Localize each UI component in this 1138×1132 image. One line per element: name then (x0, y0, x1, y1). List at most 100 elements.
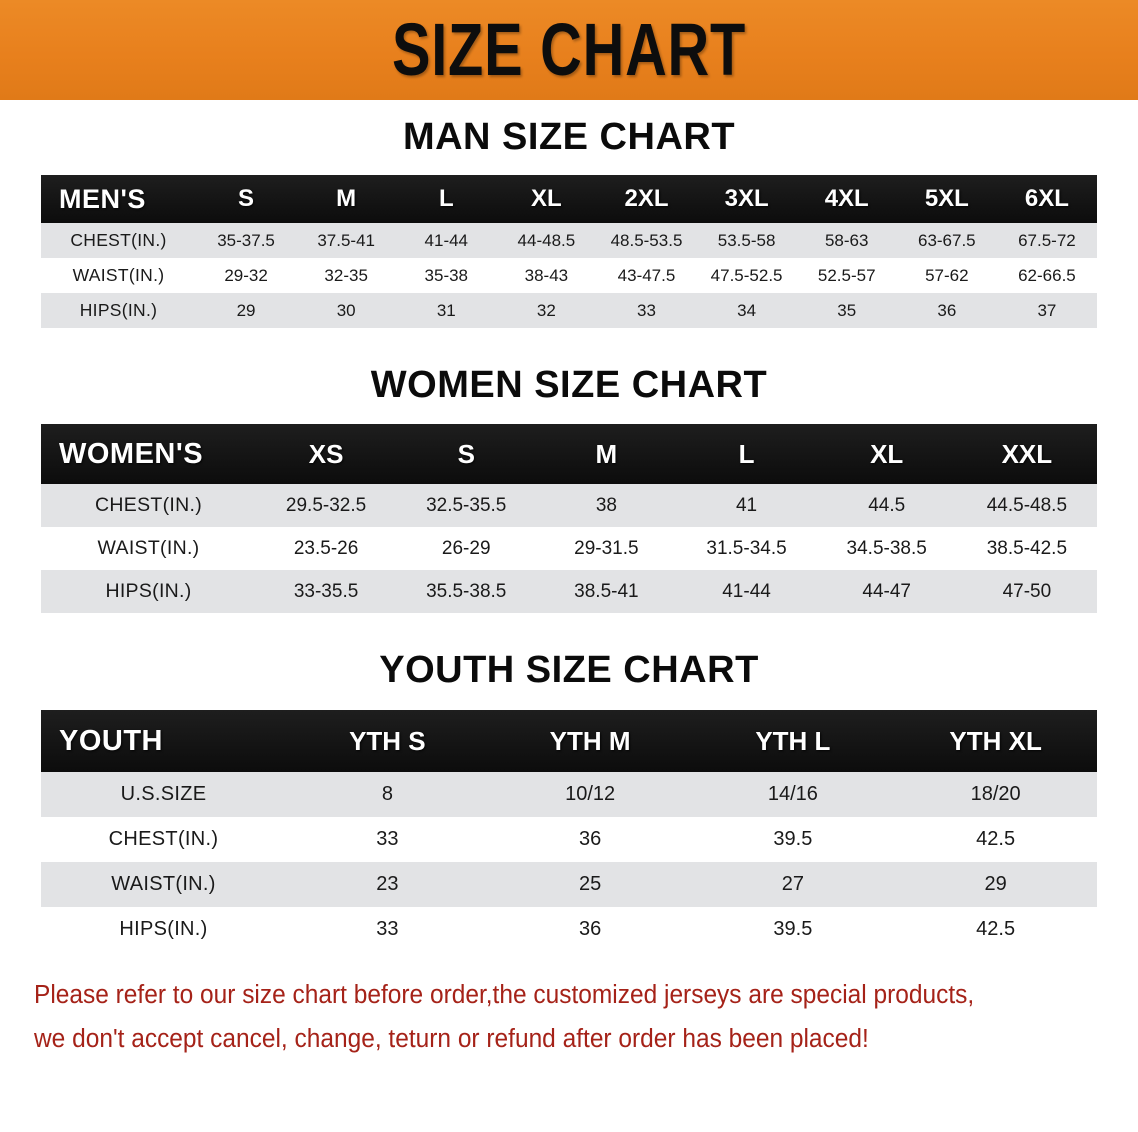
man-size-header: L (396, 175, 497, 223)
man-measurement-cell: 53.5-58 (717, 230, 776, 250)
women-measurement-cell: 44-47 (862, 580, 911, 602)
youth-measurement-cell: 23 (376, 873, 399, 895)
man-row-label: WAIST(IN.) (72, 265, 165, 285)
women-row-label: HIPS(IN.) (105, 580, 192, 602)
youth-header-row: YOUTH YTH S YTH M YTH L YTH XL (41, 710, 1097, 772)
table-row: HIPS(IN.) 33-35.5 35.5-38.5 38.5-41 41-44 44-… (41, 570, 1097, 613)
women-measurement-cell: 38 (595, 494, 617, 516)
man-measurement-cell: 57-62 (925, 265, 969, 285)
youth-section-title: YOUTH SIZE CHART (379, 649, 759, 691)
man-size-header: 5XL (896, 175, 997, 223)
women-row-label: WAIST(IN.) (97, 537, 200, 559)
women-measurement-cell: 44.5-48.5 (986, 494, 1068, 516)
women-measurement-cell: 31.5-34.5 (706, 537, 787, 559)
women-table-head: WOMEN'S XS S M L XL XXL (41, 424, 1097, 484)
youth-size-header: YTH L (691, 710, 895, 772)
women-measurement-cell: 34.5-38.5 (846, 537, 927, 559)
youth-measurement-cell: 10/12 (565, 783, 616, 805)
page-title: SIZE CHART (391, 8, 747, 91)
youth-row-label: CHEST(IN.) (108, 828, 219, 850)
man-measurement-cell: 48.5-53.5 (610, 230, 683, 250)
man-measurement-cell: 36 (937, 300, 957, 320)
youth-measurement-cell: 27 (781, 873, 804, 895)
youth-measurement-cell: 8 (381, 783, 393, 805)
youth-row-label: U.S.SIZE (120, 783, 207, 805)
man-size-header: M (296, 175, 397, 223)
women-table-body: CHEST(IN.) 29.5-32.5 32.5-35.5 38 41 44.5 44.5… (41, 484, 1097, 613)
man-measurement-cell: 44-48.5 (517, 230, 576, 250)
man-row-label: CHEST(IN.) (70, 230, 167, 250)
women-size-header: M (536, 424, 677, 484)
man-header-label: MEN'S (41, 175, 196, 223)
women-measurement-cell: 26-29 (441, 537, 491, 559)
youth-size-header: YTH XL (894, 710, 1097, 772)
women-measurement-cell: 47-50 (1002, 580, 1052, 602)
youth-measurement-cell: 14/16 (767, 783, 818, 805)
women-measurement-cell: 33-35.5 (293, 580, 359, 602)
man-measurement-cell: 35-38 (424, 265, 469, 285)
man-size-header: 4XL (796, 175, 897, 223)
man-size-table: MEN'S S M L XL 2XL 3XL 4XL 5XL 6XL CHEST(IN.) 35-… (41, 175, 1097, 328)
man-row-label: HIPS(IN.) (79, 300, 158, 320)
women-header-row: WOMEN'S XS S M L XL XXL (41, 424, 1097, 484)
man-size-header: 2XL (596, 175, 697, 223)
youth-measurement-cell: 39.5 (773, 828, 813, 850)
man-measurement-cell: 35 (837, 300, 857, 320)
youth-measurement-cell: 42.5 (976, 828, 1016, 850)
man-measurement-cell: 38-43 (524, 265, 569, 285)
man-measurement-cell: 34 (737, 300, 757, 320)
women-measurement-cell: 35.5-38.5 (426, 580, 507, 602)
women-size-header: L (676, 424, 817, 484)
man-measurement-cell: 63-67.5 (917, 230, 976, 250)
table-row: CHEST(IN.) 29.5-32.5 32.5-35.5 38 41 44.5 44.5… (41, 484, 1097, 527)
women-measurement-cell: 29.5-32.5 (285, 494, 367, 516)
man-measurement-cell: 35-37.5 (217, 230, 275, 250)
man-measurement-cell: 43-47.5 (617, 265, 676, 285)
women-table-wrap: WOMEN'S XS S M L XL XXL CHEST(IN.) 29.5-32.5 32… (0, 424, 1138, 613)
youth-row-label: HIPS(IN.) (119, 918, 208, 940)
man-measurement-cell: 47.5-52.5 (710, 265, 783, 285)
youth-measurement-cell: 36 (579, 918, 602, 940)
youth-measurement-cell: 29 (984, 873, 1007, 895)
man-measurement-cell: 32 (536, 300, 556, 320)
youth-measurement-cell: 33 (376, 828, 399, 850)
women-row-label: CHEST(IN.) (95, 494, 202, 516)
man-measurement-cell: 62-66.5 (1018, 265, 1076, 285)
women-measurement-cell: 38.5-41 (574, 580, 639, 602)
table-row: CHEST(IN.) 33 36 39.5 42.5 (41, 817, 1097, 862)
man-measurement-cell: 30 (336, 300, 356, 320)
man-measurement-cell: 41-44 (424, 230, 469, 250)
order-policy-note: Please refer to our size chart before or… (34, 981, 975, 1053)
table-row: WAIST(IN.) 23.5-26 26-29 29-31.5 31.5-34.5 34… (41, 527, 1097, 570)
man-size-header: 3XL (696, 175, 797, 223)
man-size-header: S (196, 175, 297, 223)
man-table-wrap: MEN'S S M L XL 2XL 3XL 4XL 5XL 6XL CHEST(IN.) 35-… (0, 175, 1138, 328)
youth-header-label: YOUTH (41, 710, 286, 772)
table-row: HIPS(IN.) 33 36 39.5 42.5 (41, 907, 1097, 952)
man-measurement-cell: 32-35 (324, 265, 368, 285)
table-row: U.S.SIZE 8 10/12 14/16 18/20 (41, 772, 1097, 817)
header-banner: SIZE CHART (0, 0, 1138, 100)
table-row: HIPS(IN.) 29 30 31 32 33 34 35 36 37 (41, 293, 1097, 328)
women-measurement-cell: 29-31.5 (574, 537, 639, 559)
youth-size-header: YTH S (286, 710, 489, 772)
women-measurement-cell: 44.5 (868, 494, 906, 516)
youth-row-label: WAIST(IN.) (111, 873, 216, 895)
man-measurement-cell: 58-63 (824, 230, 869, 250)
table-row: WAIST(IN.) 29-32 32-35 35-38 38-43 43-47.5 47.… (41, 258, 1097, 293)
women-size-table: WOMEN'S XS S M L XL XXL CHEST(IN.) 29.5-32.5 32… (41, 424, 1097, 613)
man-section-title: MAN SIZE CHART (402, 116, 736, 158)
youth-measurement-cell: 42.5 (976, 918, 1016, 940)
man-size-header: XL (496, 175, 597, 223)
man-table-body: CHEST(IN.) 35-37.5 37.5-41 41-44 44-48.5 48.5… (41, 223, 1097, 328)
women-size-header: XXL (956, 424, 1097, 484)
women-measurement-cell: 41 (735, 494, 758, 516)
youth-measurement-cell: 33 (376, 918, 399, 940)
youth-measurement-cell: 18/20 (970, 783, 1021, 805)
youth-table-body: U.S.SIZE 8 10/12 14/16 18/20 CHEST(IN.) 33 36 39… (41, 772, 1097, 952)
women-measurement-cell: 32.5-35.5 (426, 494, 507, 516)
youth-measurement-cell: 36 (579, 828, 602, 850)
women-section-title: WOMEN SIZE CHART (370, 364, 768, 406)
women-size-header: XL (816, 424, 957, 484)
man-measurement-cell: 29 (236, 300, 256, 320)
